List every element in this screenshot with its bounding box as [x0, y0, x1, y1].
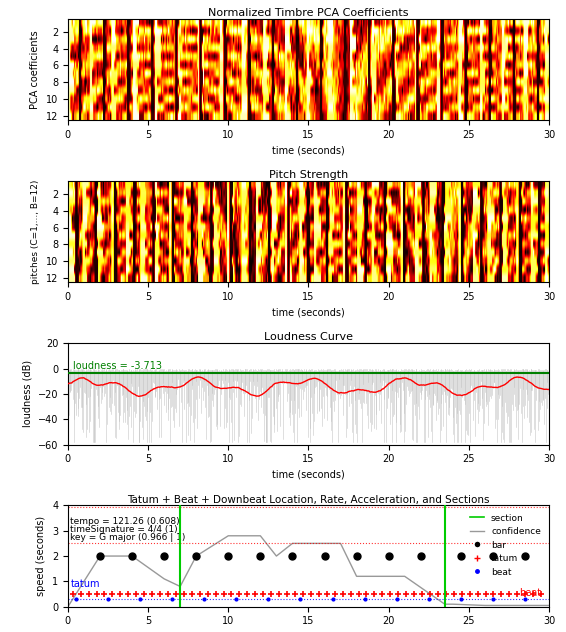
tatum: [204, 590, 211, 598]
beat: [169, 595, 175, 603]
Text: loudness = -3.713: loudness = -3.713: [72, 362, 162, 372]
beat: [233, 595, 240, 603]
beat: [457, 595, 464, 603]
bar: [97, 552, 104, 560]
bar: [385, 552, 392, 560]
Legend: section, confidence, bar, tatum, beat: section, confidence, bar, tatum, beat: [466, 510, 544, 580]
Text: timeSignature = 4/4 (1): timeSignature = 4/4 (1): [70, 525, 178, 534]
tatum: [228, 590, 235, 598]
beat: [329, 595, 336, 603]
beat: [297, 595, 304, 603]
beat: [361, 595, 368, 603]
bar: [289, 552, 296, 560]
tatum: [538, 590, 544, 598]
bar: [225, 552, 231, 560]
X-axis label: time (seconds): time (seconds): [272, 145, 345, 155]
Line: bar: bar: [97, 552, 529, 559]
Y-axis label: loudness (dB): loudness (dB): [22, 360, 32, 427]
bar: [193, 552, 200, 560]
Title: Tatum + Beat + Downbeat Location, Rate, Acceleration, and Sections: Tatum + Beat + Downbeat Location, Rate, …: [127, 495, 490, 504]
tatum: [69, 590, 76, 598]
bar: [257, 552, 264, 560]
X-axis label: time (seconds): time (seconds): [272, 308, 345, 318]
beat: [72, 595, 79, 603]
tatum: [220, 590, 227, 598]
bar: [353, 552, 360, 560]
beat: [105, 595, 112, 603]
Line: beat: beat: [73, 597, 528, 602]
Title: Normalized Timbre PCA Coefficients: Normalized Timbre PCA Coefficients: [208, 8, 409, 18]
beat: [136, 595, 143, 603]
bar: [457, 552, 464, 560]
Title: Loudness Curve: Loudness Curve: [264, 332, 353, 343]
Y-axis label: pitches (C=1,..., B=12): pitches (C=1,..., B=12): [31, 179, 40, 284]
Text: tempo = 121.26 (0.608): tempo = 121.26 (0.608): [70, 518, 180, 526]
Text: tatum: tatum: [70, 579, 100, 589]
beat: [490, 595, 496, 603]
bar: [161, 552, 168, 560]
tatum: [363, 590, 370, 598]
tatum: [188, 590, 195, 598]
X-axis label: time (seconds): time (seconds): [272, 470, 345, 480]
beat: [426, 595, 432, 603]
Line: tatum: tatum: [69, 590, 544, 597]
beat: [393, 595, 400, 603]
Y-axis label: speed (seconds): speed (seconds): [36, 516, 46, 596]
beat: [265, 595, 272, 603]
beat: [201, 595, 208, 603]
bar: [490, 552, 496, 560]
bar: [521, 552, 528, 560]
bar: [417, 552, 424, 560]
tatum: [149, 590, 156, 598]
Title: Pitch Strength: Pitch Strength: [269, 170, 348, 180]
Y-axis label: PCA coefficients: PCA coefficients: [30, 30, 40, 109]
bar: [321, 552, 328, 560]
bar: [128, 552, 135, 560]
Text: key = G major (0.966 | 1): key = G major (0.966 | 1): [70, 533, 186, 542]
beat: [521, 595, 528, 603]
Text: beat: beat: [519, 588, 541, 598]
